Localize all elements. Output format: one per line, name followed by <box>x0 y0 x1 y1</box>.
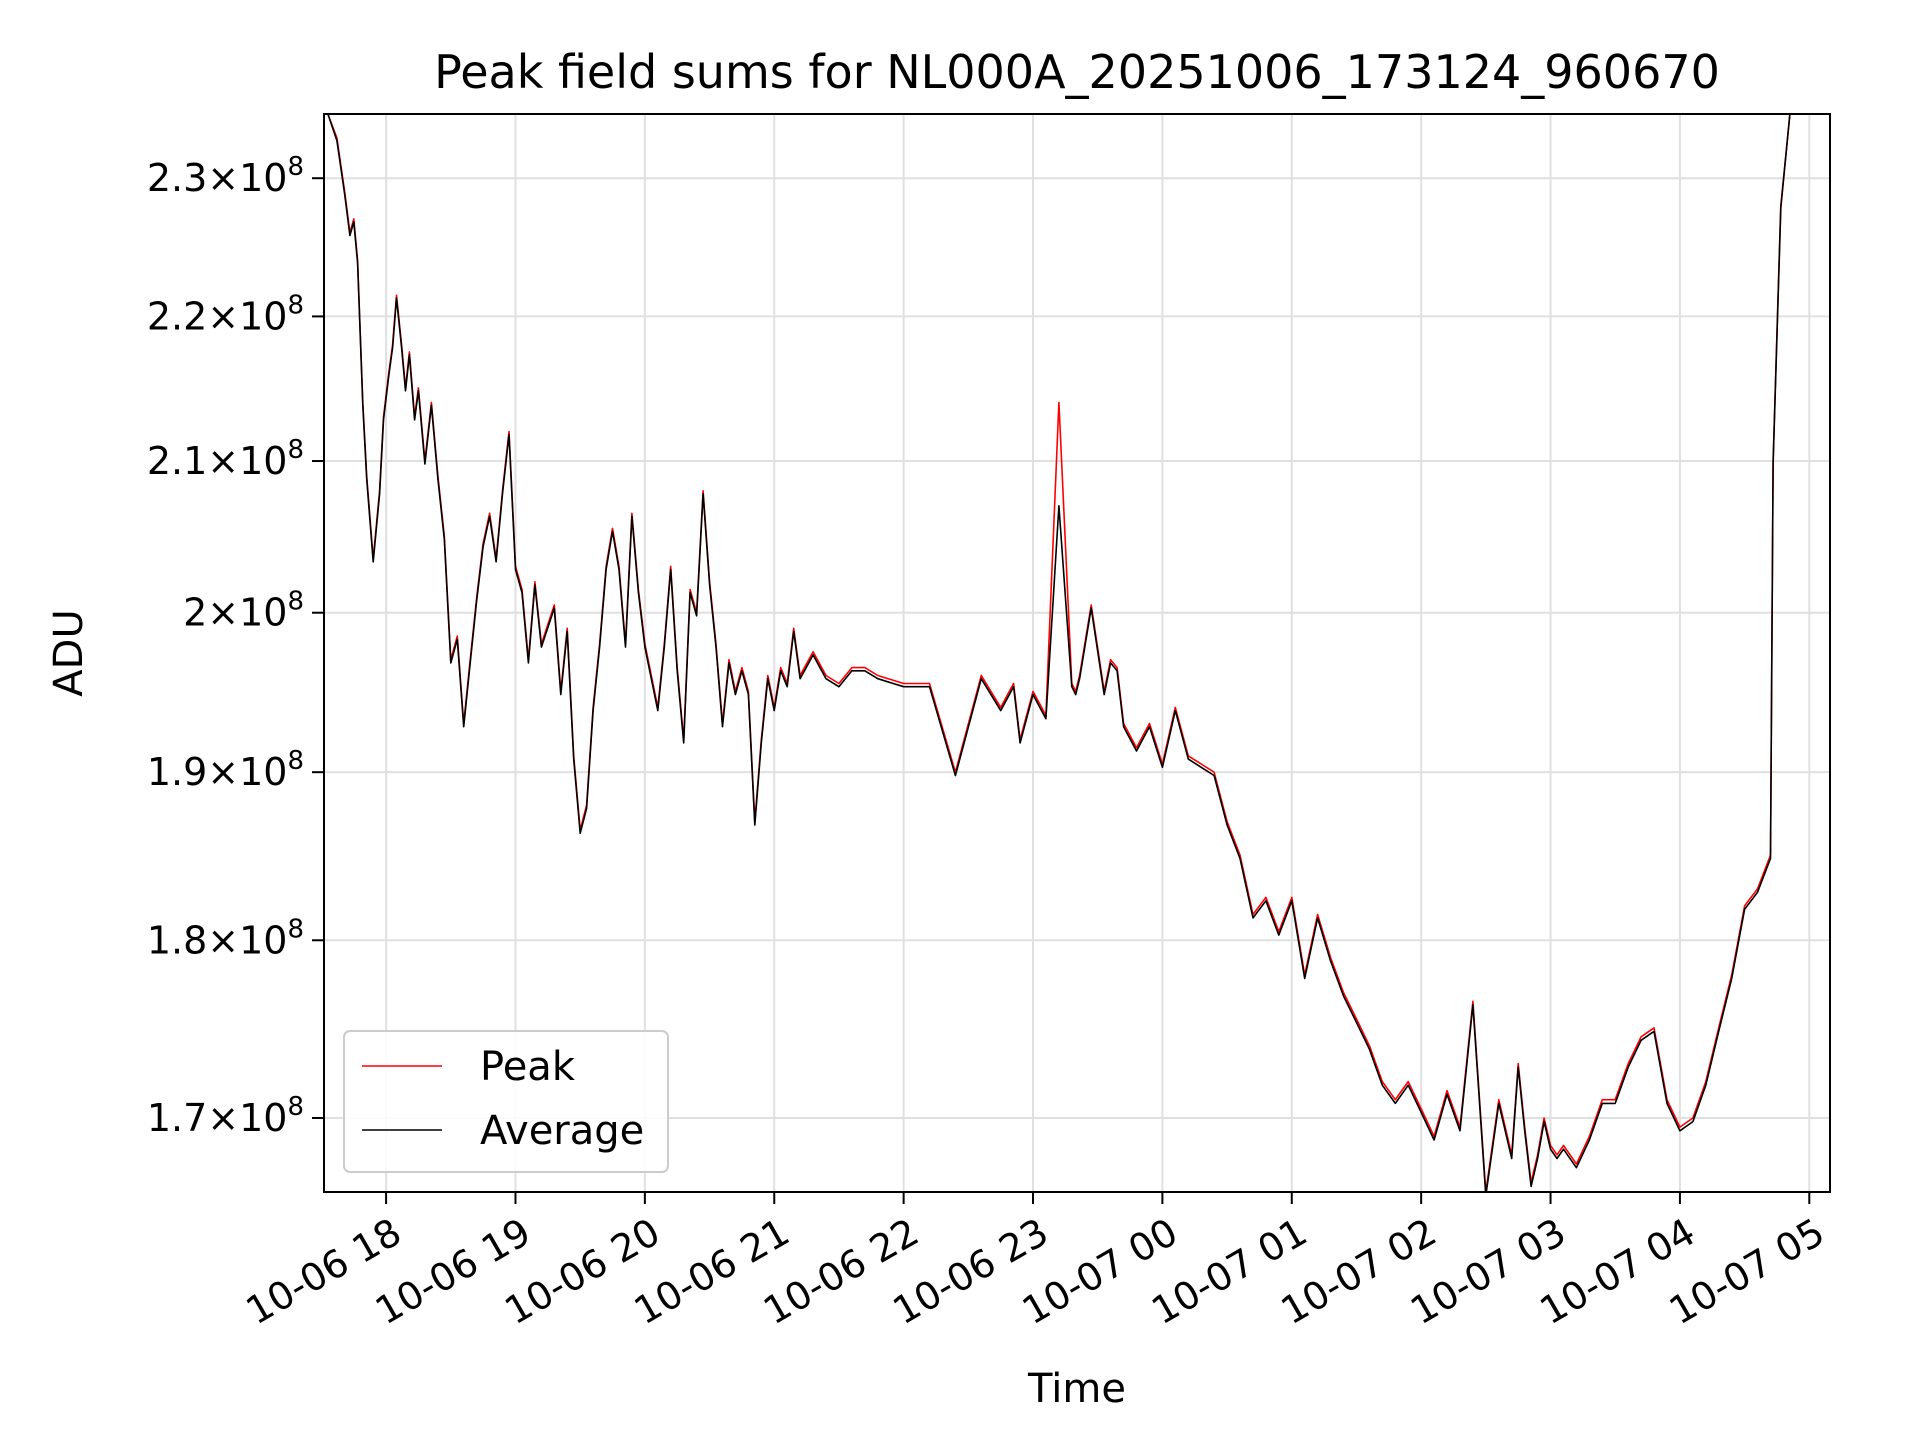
chart-title: Peak field sums for NL000A_20251006_1731… <box>434 45 1720 99</box>
y-tick-label: 2.1×108 <box>147 435 304 483</box>
y-axis: 1.7×108 1.8×108 1.9×108 2×108 2.1×108 2.2×108… <box>147 152 324 1140</box>
x-axis-label: Time <box>1027 1366 1126 1412</box>
grid <box>324 114 1830 1192</box>
legend-average-label: Average <box>480 1108 644 1154</box>
series-line-average <box>327 114 1791 1192</box>
legend-peak-label: Peak <box>480 1044 576 1090</box>
series-layer <box>327 114 1791 1192</box>
y-tick-label: 1.9×108 <box>147 746 304 794</box>
y-tick-label: 2.2×108 <box>147 290 304 338</box>
y-tick-label: 2×108 <box>183 587 304 635</box>
y-axis-label: ADU <box>46 609 92 696</box>
y-tick-label: 1.8×108 <box>147 914 304 962</box>
y-tick-label: 2.3×108 <box>147 152 304 200</box>
legend: Peak Average <box>343 1030 669 1173</box>
y-tick-label: 1.7×108 <box>147 1092 304 1140</box>
plot-frame <box>323 113 1831 1193</box>
